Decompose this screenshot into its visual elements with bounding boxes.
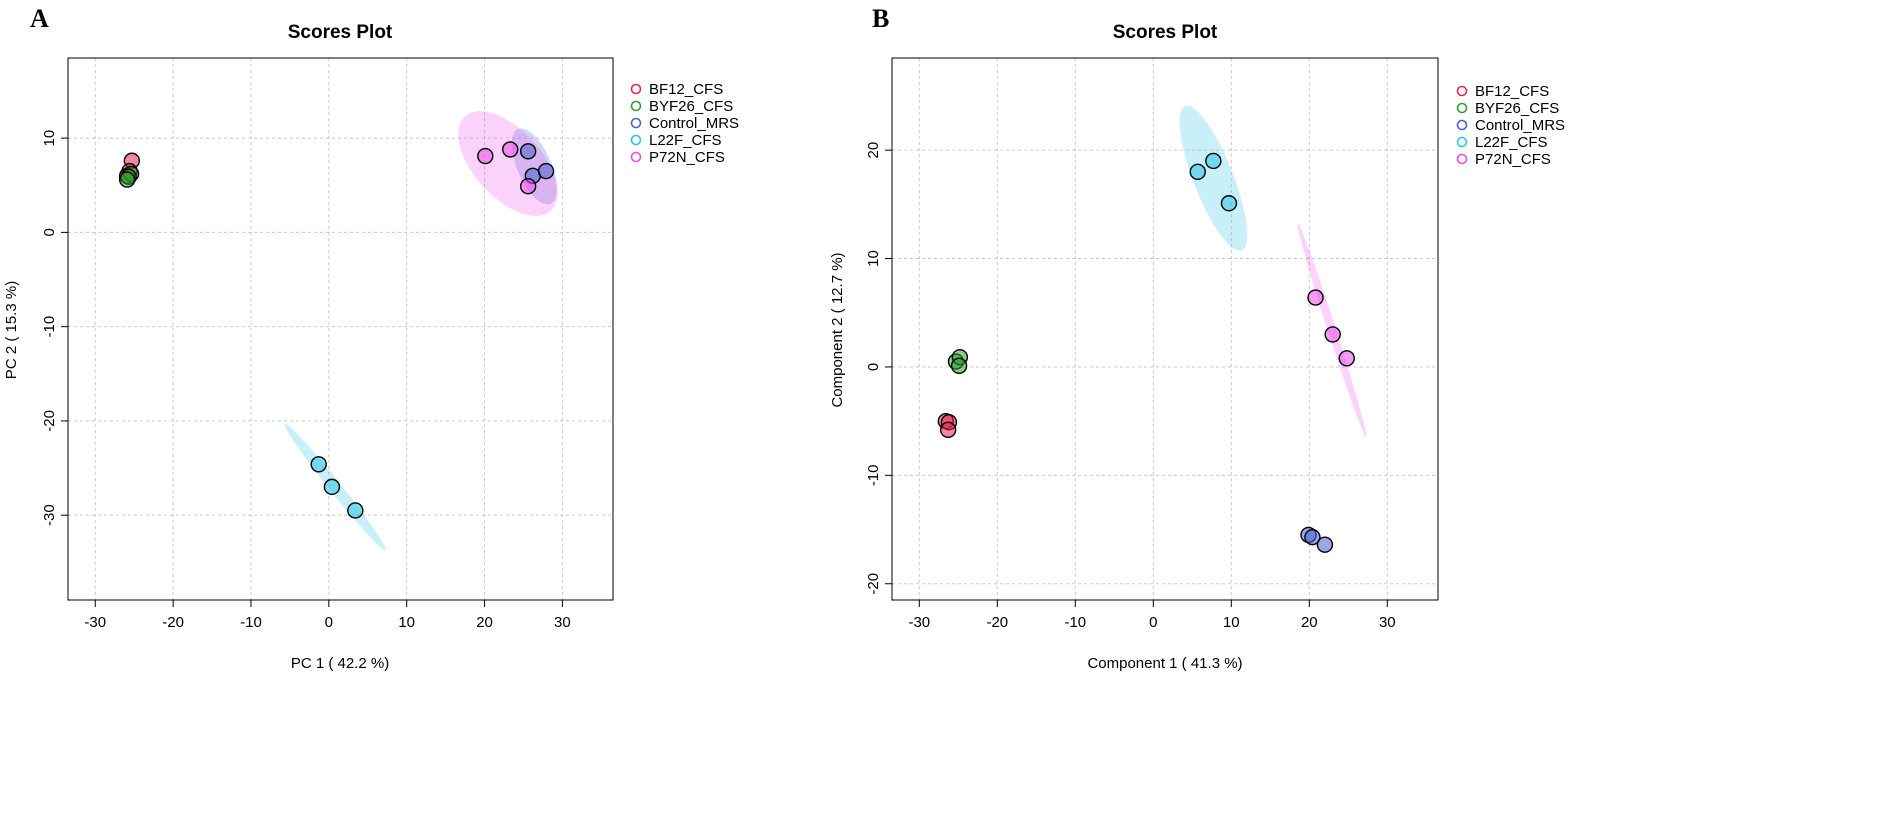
y-tick-label: -10 (865, 464, 882, 486)
point-l22f-cfs (1205, 152, 1222, 170)
legend: BF12_CFSBYF26_CFSControl_MRSL22F_CFSP72N… (1456, 83, 1565, 168)
point-control-mrs (1316, 536, 1334, 553)
legend-entry: L22F_CFS (649, 132, 722, 149)
x-axis-ticks: -30 -20 -10 0 10 20 30 (84, 600, 571, 631)
panel-label: A (30, 4, 49, 33)
x-tick-label: 20 (476, 614, 493, 631)
legend-marker (630, 117, 642, 129)
ellipse-p72n-cfs (458, 111, 558, 216)
y-tick-label: -30 (41, 504, 58, 526)
legend-marker (1456, 153, 1468, 165)
y-tick-label: 20 (865, 142, 882, 159)
x-tick-label: -10 (1064, 614, 1086, 631)
ellipse-l22f-cfs (1179, 105, 1248, 251)
x-tick-label: 20 (1301, 614, 1318, 631)
point-p72n-cfs (1338, 350, 1355, 367)
point-l22f-cfs (1189, 163, 1206, 181)
plot-frame (67, 57, 614, 601)
x-tick-label: -20 (162, 614, 184, 631)
y-tick-label: 10 (865, 250, 882, 267)
y-axis-label: PC 2 ( 15.3 %) (3, 281, 20, 379)
x-tick-label: 0 (325, 614, 333, 631)
point-p72n-cfs (477, 147, 494, 165)
x-tick-label: -30 (908, 614, 930, 631)
legend-entry: Control_MRS (1475, 117, 1565, 134)
point-control-mrs (519, 143, 537, 160)
plot-frame (891, 57, 1439, 601)
data-points (118, 141, 555, 519)
point-l22f-cfs (323, 478, 341, 496)
x-axis-label: PC 1 ( 42.2 %) (291, 655, 389, 672)
grid (892, 58, 1438, 600)
panel-label: B (872, 4, 889, 33)
x-tick-label: 10 (398, 614, 415, 631)
point-p72n-cfs (1307, 289, 1324, 306)
legend-entry: BYF26_CFS (1475, 100, 1559, 117)
legend-marker (630, 151, 642, 163)
point-l22f-cfs (347, 502, 364, 519)
x-tick-label: 30 (1379, 614, 1396, 631)
x-tick-label: 30 (554, 614, 571, 631)
y-axis-ticks: -30 -20 -10 0 10 (41, 130, 68, 526)
legend-marker (630, 100, 642, 112)
point-p72n-cfs (519, 177, 537, 195)
legend-entry: BYF26_CFS (649, 98, 733, 115)
y-tick-label: 10 (41, 130, 58, 147)
legend-entry: P72N_CFS (1475, 151, 1551, 168)
point-p72n-cfs (502, 141, 519, 158)
legend-marker (1456, 85, 1468, 97)
point-control-mrs (537, 162, 555, 180)
y-tick-label: -20 (41, 410, 58, 432)
point-l22f-cfs (310, 456, 327, 473)
point-byf26-cfs (950, 357, 968, 375)
x-tick-label: -20 (986, 614, 1008, 631)
panel-b: B Scores Plot -30 -20 -10 0 10 20 30 -20 -10 0 10… (829, 4, 1565, 672)
panel-a: A Scores Plot -30 -20 -10 0 10 20 30 -30 -20 -10… (3, 4, 739, 672)
legend-marker (1456, 102, 1468, 114)
x-tick-label: -10 (240, 614, 262, 631)
legend-entry: L22F_CFS (1475, 134, 1548, 151)
x-tick-label: -30 (84, 614, 106, 631)
y-tick-label: 0 (865, 363, 882, 371)
legend-entry: BF12_CFS (1475, 83, 1549, 100)
chart-title: Scores Plot (1113, 22, 1218, 43)
legend-entry: Control_MRS (649, 115, 739, 132)
legend: BF12_CFSBYF26_CFSControl_MRSL22F_CFSP72N… (630, 81, 739, 166)
legend-marker (1456, 136, 1468, 148)
x-axis-label: Component 1 ( 41.3 %) (1087, 655, 1242, 672)
legend-marker (1456, 119, 1468, 131)
point-control-mrs (1304, 528, 1321, 546)
y-axis-label: Component 2 ( 12.7 %) (829, 252, 846, 407)
legend-marker (630, 83, 642, 95)
legend-entry: BF12_CFS (649, 81, 723, 98)
x-tick-label: 0 (1149, 614, 1157, 631)
x-axis-ticks: -30 -20 -10 0 10 20 30 (908, 600, 1396, 631)
legend-entry: P72N_CFS (649, 149, 725, 166)
chart-title: Scores Plot (288, 22, 393, 43)
y-tick-label: 0 (41, 228, 58, 236)
y-tick-label: -10 (41, 316, 58, 338)
point-p72n-cfs (1324, 326, 1341, 343)
x-tick-label: 10 (1223, 614, 1240, 631)
point-byf26-cfs (118, 171, 136, 188)
y-tick-label: -20 (865, 573, 882, 595)
point-bf12-cfs (939, 421, 957, 439)
legend-marker (630, 134, 642, 146)
point-l22f-cfs (1220, 195, 1238, 212)
data-points (937, 152, 1355, 553)
y-axis-ticks: -20 -10 0 10 20 (865, 142, 892, 595)
